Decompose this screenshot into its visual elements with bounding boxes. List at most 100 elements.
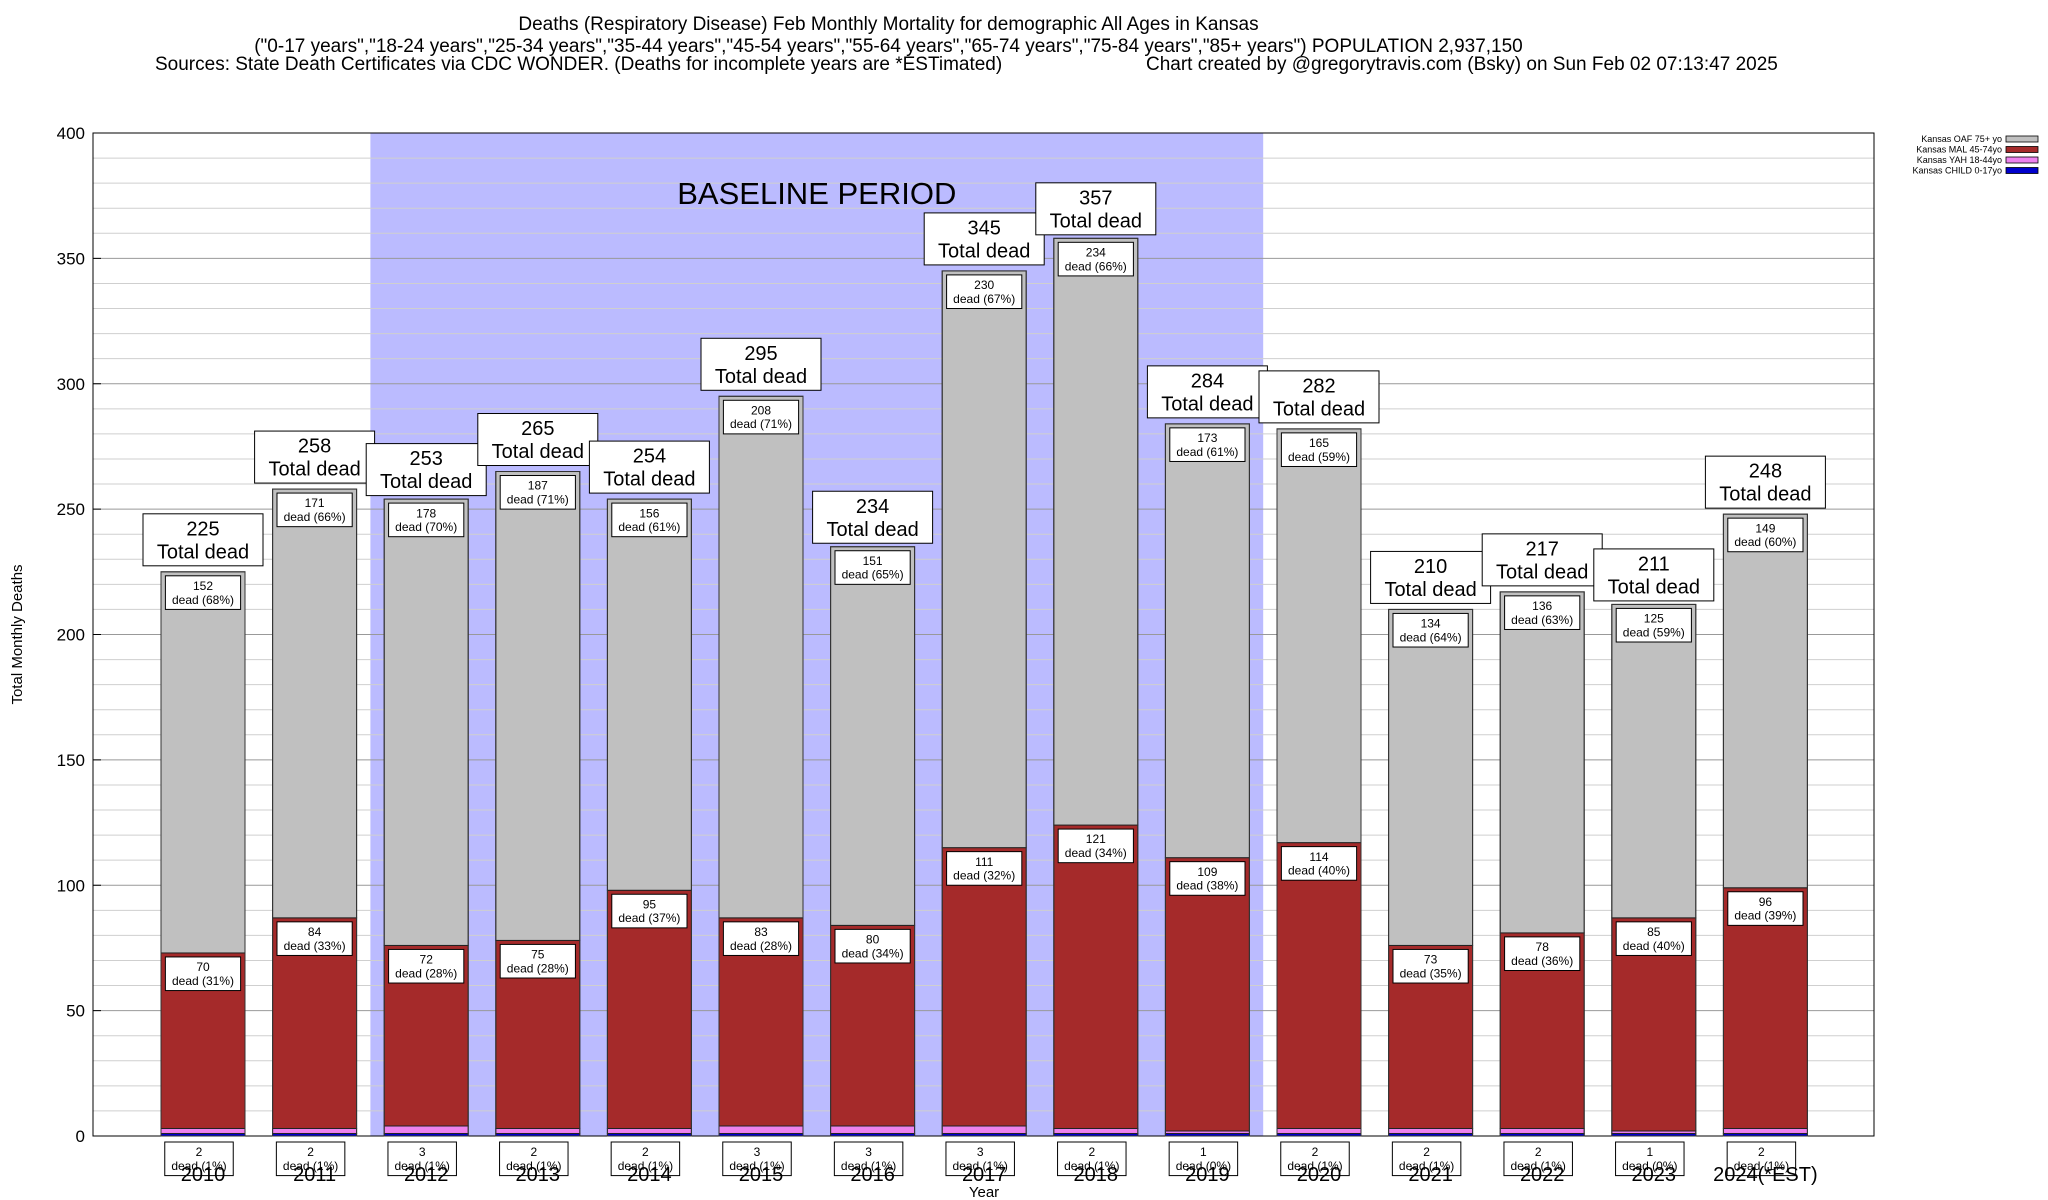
total-label-text: 357 (1079, 187, 1112, 209)
small-segment-label-text: dead (1%) (395, 1159, 450, 1173)
y-tick-label: 100 (57, 876, 85, 895)
legend-entry-label: Kansas OAF 75+ yo (1921, 134, 2002, 144)
segment-label-box (722, 921, 800, 956)
bar-outline (941, 270, 1027, 1137)
bar-segment (160, 1127, 246, 1134)
bar-segment (941, 847, 1027, 1127)
small-segment-label-text: 1 (1646, 1145, 1653, 1159)
x-tick-label: 2024(*EST) (1713, 1164, 1818, 1186)
small-segment-label-text: dead (1%) (1287, 1159, 1342, 1173)
segment-label-box (834, 550, 911, 585)
x-tick-label: 2012 (404, 1164, 449, 1186)
small-segment-label-text: dead (1%) (841, 1159, 896, 1173)
total-label-text: 254 (633, 446, 666, 468)
segment-label-box (164, 575, 242, 610)
segment-label-text: dead (36%) (1511, 954, 1573, 968)
total-label-box (1146, 365, 1268, 419)
segment-label-box (611, 502, 688, 538)
x-axis-label: Year (969, 1184, 999, 1200)
bar-outline (718, 395, 804, 1137)
small-segment-label-text: dead (1%) (171, 1159, 226, 1173)
segment-label-text: 83 (754, 925, 768, 939)
total-label-text: 345 (968, 218, 1001, 240)
legend-entry-label: Kansas MAL 45-74yo (1916, 145, 2002, 155)
bar-segment (1276, 428, 1362, 844)
segment-label-box (276, 492, 353, 528)
total-label-box (1593, 548, 1715, 602)
total-label-text: 258 (298, 436, 331, 458)
bar-segment (1164, 857, 1250, 1132)
segment-label-text: 72 (420, 953, 434, 967)
bar-segment (606, 498, 692, 891)
bar-segment (1276, 1127, 1362, 1134)
bar-segment (1388, 608, 1474, 946)
chart-title-block: Deaths (Respiratory Disease) Feb Monthly… (0, 14, 1777, 58)
segment-label-box (1504, 936, 1581, 971)
segment-label-box (1727, 517, 1804, 553)
small-segment-label-text: 3 (977, 1145, 984, 1159)
bar-segment (718, 395, 804, 919)
segment-label-text: 109 (1197, 865, 1217, 879)
small-segment-label-text: 2 (1758, 1145, 1765, 1159)
x-tick-label: 2020 (1297, 1164, 1342, 1186)
segment-label-text: dead (40%) (1623, 939, 1685, 953)
bar-segment (941, 270, 1027, 849)
total-label-box (365, 443, 487, 497)
total-label-text: Total dead (603, 469, 695, 491)
total-label-box (812, 490, 934, 544)
segment-label-text: 156 (639, 506, 659, 520)
baseline-period-label: BASELINE PERIOD (677, 176, 956, 211)
small-segment-label-box (1615, 1141, 1685, 1177)
total-label-text: Total dead (1161, 393, 1253, 415)
segment-label-box (722, 399, 800, 435)
segment-label-box (499, 943, 576, 979)
sources-note: Sources: State Death Certificates via CD… (155, 54, 1003, 75)
bar-segment (941, 1125, 1027, 1134)
bar-outline (1388, 608, 1474, 1137)
bar-segment (495, 471, 581, 941)
segment-label-text: dead (40%) (1288, 864, 1350, 878)
small-segment-label-text: 2 (530, 1145, 537, 1159)
segment-label-box (1169, 861, 1246, 896)
small-segment-label-box (833, 1141, 904, 1177)
total-label-box (254, 430, 376, 484)
total-label-text: Total dead (826, 519, 918, 541)
segment-label-text: 134 (1421, 617, 1441, 631)
small-segment-label-text: 3 (865, 1145, 872, 1159)
segment-label-text: 151 (863, 554, 883, 568)
small-segment-label-text: dead (1%) (1511, 1159, 1566, 1173)
segment-label-text: 152 (193, 579, 213, 593)
bar-segment (1053, 237, 1139, 826)
segment-label-text: 96 (1759, 895, 1773, 909)
segment-label-text: dead (64%) (1400, 630, 1462, 644)
chart-title: Deaths (Respiratory Disease) Feb Monthly… (518, 14, 1259, 35)
small-segment-label-text: dead (1%) (506, 1159, 561, 1173)
total-label-box (477, 413, 599, 467)
segment-label-box (276, 921, 353, 956)
bar-segment (495, 1127, 581, 1134)
small-segment-label-text: 2 (196, 1145, 203, 1159)
bar-outline (272, 488, 358, 1137)
y-tick-label: 350 (57, 249, 85, 268)
small-segment-label-text: 2 (1423, 1145, 1430, 1159)
chart-credit: Chart created by @gregorytravis.com (Bsk… (1146, 54, 1778, 75)
total-label-box (1704, 455, 1826, 509)
segment-label-text: dead (39%) (1734, 909, 1796, 923)
y-tick-label: 400 (57, 124, 85, 143)
segment-label-box (1392, 948, 1469, 984)
segment-label-text: 75 (531, 948, 545, 962)
small-segment-label-box (722, 1141, 792, 1177)
segment-label-box (1057, 828, 1134, 864)
segment-label-text: dead (60%) (1734, 535, 1796, 549)
bar-segment (272, 1127, 358, 1134)
small-segment-label-box (1057, 1141, 1127, 1177)
segment-label-text: dead (33%) (284, 939, 346, 953)
segment-label-text: dead (28%) (507, 961, 569, 975)
bar-outline (1722, 513, 1808, 1137)
segment-label-text: dead (65%) (842, 568, 904, 582)
small-segment-label-text: 2 (642, 1145, 649, 1159)
segment-label-text: 95 (643, 897, 657, 911)
bar-segment (1722, 887, 1808, 1129)
total-label-text: 265 (521, 418, 554, 440)
segment-label-text: dead (32%) (953, 869, 1015, 883)
